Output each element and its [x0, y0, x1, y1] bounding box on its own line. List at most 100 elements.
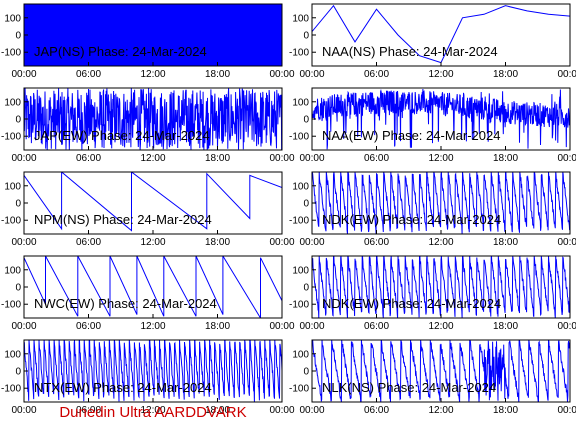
chart-panel-6: 100 0 -100 00:00 06:00 12:00 18:00 00:00 NDK(EW)…: [289, 171, 576, 248]
y-tick-label: 100: [292, 181, 309, 192]
y-tick-label: -100: [1, 216, 21, 227]
x-tick-label: 18:00: [493, 405, 518, 416]
y-tick-label: 0: [303, 31, 309, 42]
x-tick-label: 00:00: [11, 405, 36, 416]
x-tick-label: 00:00: [299, 321, 324, 332]
y-tick-label: 100: [4, 349, 21, 360]
x-tick-label: 12:00: [428, 237, 453, 248]
series-line: [24, 172, 282, 232]
panel-title: NLK(NS) Phase: 24-Mar-2024: [322, 380, 496, 395]
x-tick-label: 12:00: [140, 405, 165, 416]
x-tick-label: 00:00: [269, 237, 294, 248]
x-tick-label: 18:00: [205, 237, 230, 248]
chart-panel-9: 100 0 -100 00:00 06:00 12:00 18:00 00:00 NTX(EW)…: [1, 339, 295, 416]
y-tick-label: 0: [15, 115, 21, 126]
x-tick-label: 12:00: [428, 405, 453, 416]
y-tick-label: -100: [289, 48, 309, 59]
x-tick-label: 00:00: [269, 321, 294, 332]
panel-title: NAA(EW) Phase: 24-Mar-2024: [322, 128, 500, 143]
x-tick-label: 12:00: [428, 321, 453, 332]
x-tick-label: 18:00: [493, 69, 518, 80]
chart-panel-1: 100 0 -100 00:00 06:00 12:00 18:00 00:00 JAP(NS)…: [1, 3, 295, 80]
series-line: [312, 88, 570, 150]
panel-title: NAA(NS) Phase: 24-Mar-2024: [322, 44, 498, 59]
x-tick-label: 00:00: [269, 153, 294, 164]
y-tick-label: 0: [15, 31, 21, 42]
x-tick-label: 00:00: [11, 153, 36, 164]
y-tick-label: 100: [4, 181, 21, 192]
x-tick-label: 18:00: [205, 153, 230, 164]
y-tick-label: 100: [4, 97, 21, 108]
y-tick-label: -100: [1, 300, 21, 311]
x-tick-label: 06:00: [364, 69, 389, 80]
y-tick-label: 100: [292, 349, 309, 360]
y-tick-label: 0: [303, 115, 309, 126]
x-tick-label: 18:00: [205, 69, 230, 80]
x-tick-label: 18:00: [493, 237, 518, 248]
x-tick-label: 06:00: [76, 321, 101, 332]
y-tick-label: -100: [289, 132, 309, 143]
x-tick-label: 00:00: [11, 237, 36, 248]
y-tick-label: 0: [15, 199, 21, 210]
panel-title: JAP(EW) Phase: 24-Mar-2024: [34, 128, 210, 143]
x-tick-label: 00:00: [11, 321, 36, 332]
x-tick-label: 00:00: [299, 69, 324, 80]
x-tick-label: 18:00: [493, 153, 518, 164]
y-tick-label: 100: [292, 13, 309, 24]
x-tick-label: 06:00: [364, 153, 389, 164]
x-tick-label: 18:00: [493, 321, 518, 332]
series-line: [24, 340, 282, 402]
x-tick-label: 12:00: [140, 321, 165, 332]
x-tick-label: 00:00: [299, 237, 324, 248]
x-tick-label: 00:00: [11, 69, 36, 80]
y-tick-label: 100: [4, 13, 21, 24]
x-tick-label: 12:00: [428, 153, 453, 164]
x-tick-label: 06:00: [76, 237, 101, 248]
y-tick-label: -100: [1, 384, 21, 395]
y-tick-label: 0: [15, 283, 21, 294]
y-tick-label: 100: [292, 97, 309, 108]
series-line: [312, 340, 570, 402]
x-tick-label: 06:00: [76, 69, 101, 80]
chart-panel-5: 100 0 -100 00:00 06:00 12:00 18:00 00:00 NPM(NS)…: [1, 171, 295, 248]
panel-title: NTX(EW) Phase: 24-Mar-2024: [34, 380, 212, 395]
x-tick-label: 00:00: [299, 405, 324, 416]
x-tick-label: 06:00: [364, 405, 389, 416]
chart-panel-8: 100 0 -100 00:00 06:00 12:00 18:00 00:00 NDK(EW)…: [289, 255, 576, 332]
y-tick-label: 100: [292, 265, 309, 276]
x-tick-label: 00:00: [557, 153, 576, 164]
x-tick-label: 06:00: [76, 153, 101, 164]
y-tick-label: 0: [303, 199, 309, 210]
series-line: [24, 88, 282, 150]
x-tick-label: 12:00: [140, 69, 165, 80]
x-tick-label: 00:00: [269, 69, 294, 80]
y-tick-label: -100: [1, 132, 21, 143]
y-tick-label: 0: [303, 283, 309, 294]
y-tick-label: 0: [15, 367, 21, 378]
chart-panel-2: 100 0 -100 00:00 06:00 12:00 18:00 00:00 NAA(NS)…: [289, 3, 576, 80]
x-tick-label: 00:00: [557, 69, 576, 80]
footer-label: Dunedin Ultra AARDDVARK: [59, 404, 247, 421]
x-tick-label: 00:00: [557, 237, 576, 248]
x-tick-label: 00:00: [557, 405, 576, 416]
panel-title: NDK(EW) Phase: 24-Mar-2024: [322, 296, 501, 311]
x-tick-label: 00:00: [299, 153, 324, 164]
panel-title: NDK(EW) Phase: 24-Mar-2024: [322, 212, 501, 227]
panel-title: NPM(NS) Phase: 24-Mar-2024: [34, 212, 212, 227]
x-tick-label: 18:00: [205, 321, 230, 332]
x-tick-label: 06:00: [364, 237, 389, 248]
x-tick-label: 12:00: [140, 237, 165, 248]
chart-panel-4: 100 0 -100 00:00 06:00 12:00 18:00 00:00 NAA(EW)…: [289, 87, 576, 164]
x-tick-label: 06:00: [76, 405, 101, 416]
chart-panel-3: 100 0 -100 00:00 06:00 12:00 18:00 00:00 JAP(EW)…: [1, 87, 295, 164]
panel-title: NWC(EW) Phase: 24-Mar-2024: [34, 296, 217, 311]
y-tick-label: 100: [4, 265, 21, 276]
panel-title: JAP(NS) Phase: 24-Mar-2024: [34, 44, 207, 59]
y-tick-label: -100: [289, 384, 309, 395]
y-tick-label: -100: [289, 216, 309, 227]
series-line: [24, 256, 282, 318]
x-tick-label: 12:00: [428, 69, 453, 80]
x-tick-label: 00:00: [269, 405, 294, 416]
x-tick-label: 12:00: [140, 153, 165, 164]
